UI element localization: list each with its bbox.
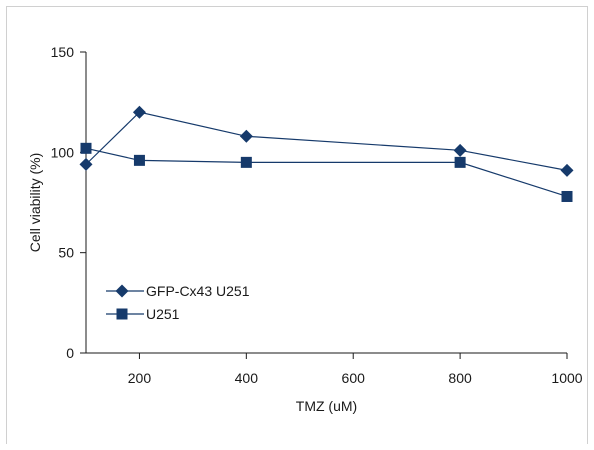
data-point-square [454,156,466,168]
data-point-diamond [132,105,146,119]
legend-label: GFP-Cx43 U251 [146,283,250,299]
series-layer [79,105,574,202]
ticks: 0 50 100 150 200 400 600 800 1000 [51,44,583,386]
y-axis-title: Cell viability (%) [27,153,43,253]
data-point-diamond [453,143,467,157]
x-tick-label: 200 [128,370,152,386]
axes [85,52,567,354]
data-point-diamond [239,129,253,143]
x-tick-label: 600 [342,370,366,386]
data-point-square [80,142,92,154]
x-axis-title: TMZ (uM) [296,398,357,414]
data-point-square [133,154,145,166]
series-line-0 [85,111,568,171]
legend: GFP-Cx43 U251 U251 [106,283,250,322]
y-tick-label: 0 [66,345,74,361]
chart-frame [6,6,588,444]
data-point-square [240,156,252,168]
legend-diamond-marker [115,284,129,298]
legend-item-gfp-cx43-u251: GFP-Cx43 U251 [106,283,250,299]
y-tick-label: 150 [51,44,75,60]
y-tick-label: 100 [51,144,75,160]
legend-label: U251 [146,306,180,322]
y-tick-label: 50 [58,245,74,261]
data-point-square [561,190,573,202]
data-point-diamond [560,163,574,177]
x-tick-label: 1000 [551,370,582,386]
series-line-1 [85,147,568,198]
legend-square-marker [116,308,128,320]
x-tick-label: 800 [448,370,472,386]
data-point-diamond [79,157,93,171]
legend-item-u251: U251 [106,306,180,322]
x-tick-label: 400 [235,370,259,386]
